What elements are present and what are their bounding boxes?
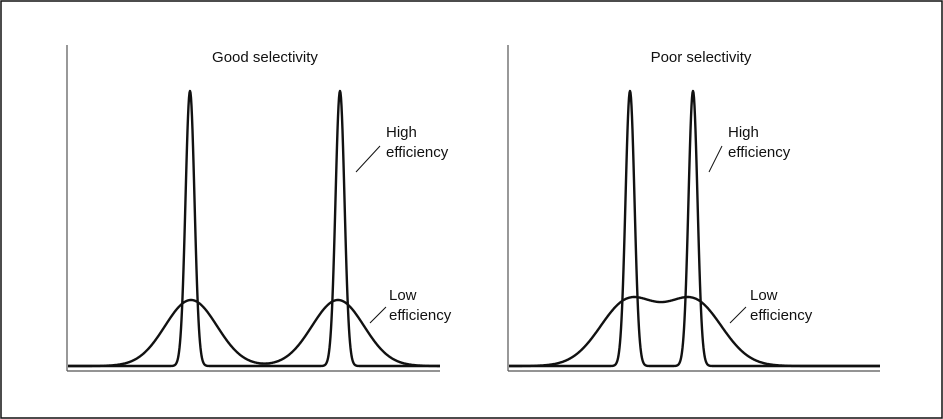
panel-title: Good selectivity [212,49,318,66]
leader [708,145,723,173]
leader [355,145,381,173]
label: efficiency [389,307,452,324]
label: Low [750,287,778,304]
leader [369,306,387,324]
label: efficiency [386,144,449,161]
label: efficiency [750,307,813,324]
label: High [728,124,759,141]
label: efficiency [728,144,791,161]
panel: Poor selectivity High efficiency Low eff… [507,45,880,372]
peak-curve [508,295,881,368]
leader [729,306,747,324]
peak-curve [67,298,441,368]
label: High [386,124,417,141]
peak-curve [67,89,441,368]
label: Low [389,287,417,304]
panel-title: Poor selectivity [651,49,752,66]
panel: Good selectivity High efficiency Low eff… [66,45,452,372]
